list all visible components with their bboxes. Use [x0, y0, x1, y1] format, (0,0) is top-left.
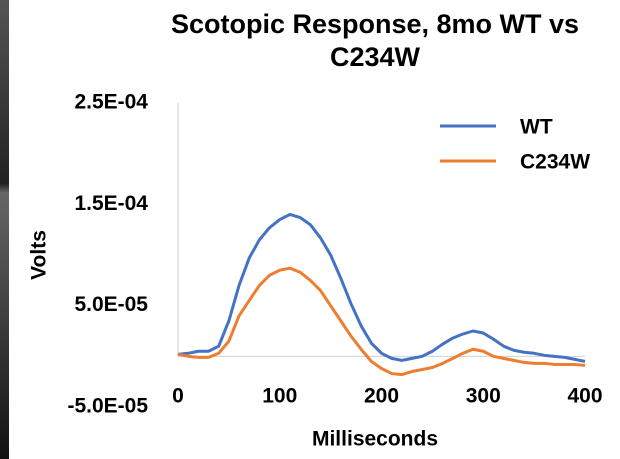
y-axis-label: Volts: [28, 230, 51, 280]
x-axis-label: Milliseconds: [312, 428, 438, 451]
y-tick-label: 1.5E-04: [74, 192, 148, 215]
x-tick-label: 100: [262, 385, 297, 408]
x-tick-label: 0: [172, 385, 184, 408]
y-tick-label: 5.0E-05: [74, 293, 148, 316]
legend-label: WT: [520, 116, 553, 139]
chart-title: Scotopic Response, 8mo WT vs C234W: [170, 9, 580, 72]
series-line: [177, 212, 586, 363]
x-tick-label: 300: [466, 385, 501, 408]
x-tick-label: 400: [567, 385, 602, 408]
y-tick-label: 2.5E-04: [74, 91, 148, 114]
y-tick-label: -5.0E-05: [67, 395, 148, 418]
series-line: [177, 266, 586, 377]
legend-label: C234W: [520, 151, 590, 174]
x-tick-label: 200: [364, 385, 399, 408]
backdrop-edge: [0, 0, 9, 459]
